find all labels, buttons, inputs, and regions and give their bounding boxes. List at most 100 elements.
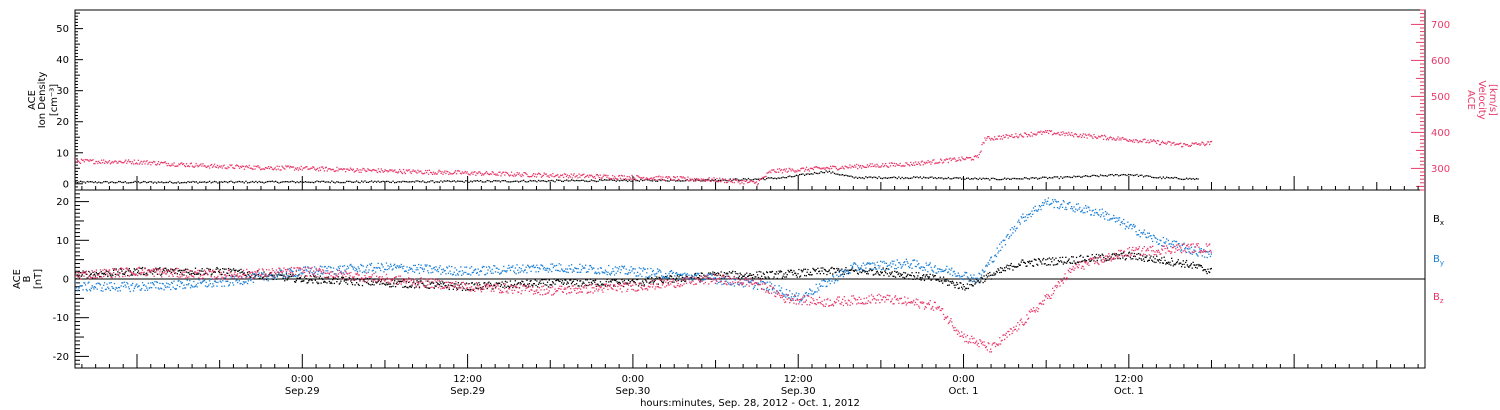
by-point — [397, 265, 399, 267]
by-point — [805, 292, 807, 294]
by-point — [656, 272, 658, 274]
bx-point — [983, 275, 985, 277]
bx-point — [1161, 262, 1164, 264]
density-point — [483, 181, 485, 183]
bx-point — [184, 268, 187, 270]
velocity-point — [699, 180, 702, 182]
velocity-point — [1156, 139, 1159, 142]
by-point — [351, 266, 354, 268]
velocity-point — [443, 171, 445, 173]
by-point — [999, 243, 1001, 245]
by-point — [1032, 207, 1035, 209]
by-point — [153, 284, 155, 286]
bx-point — [204, 272, 207, 274]
density-point — [1048, 176, 1050, 179]
bz-point — [97, 274, 99, 277]
bx-point — [299, 277, 301, 279]
velocity-point — [348, 169, 351, 171]
bx-point — [194, 267, 197, 269]
by-point — [127, 283, 129, 285]
bx-point — [533, 283, 535, 285]
velocity-point — [300, 165, 302, 168]
velocity-point — [1106, 137, 1109, 139]
by-point — [489, 270, 492, 272]
by-point — [971, 280, 974, 283]
by-point — [1076, 209, 1079, 211]
velocity-point — [990, 139, 992, 141]
bx-point — [299, 277, 302, 279]
velocity-point — [715, 181, 717, 183]
velocity-point — [847, 167, 849, 169]
bx-point — [1085, 260, 1088, 262]
bx-point — [981, 277, 983, 279]
velocity-point — [739, 183, 741, 185]
bx-point — [1109, 258, 1111, 260]
velocity-point — [1007, 137, 1009, 139]
bx-point — [796, 276, 798, 278]
bx-point — [1124, 259, 1126, 261]
velocity-point — [302, 167, 304, 169]
by-point — [1178, 243, 1180, 245]
bx-point — [560, 278, 562, 280]
density-point — [754, 178, 756, 180]
velocity-point — [264, 168, 266, 170]
velocity-point — [582, 174, 584, 176]
density-point — [180, 182, 183, 184]
by-point — [793, 296, 795, 298]
bx-point — [961, 286, 963, 288]
velocity-point — [336, 166, 338, 169]
bx-point — [186, 268, 188, 270]
density-point — [949, 178, 951, 180]
density-point — [410, 181, 412, 183]
by-point — [346, 268, 348, 270]
by-point — [134, 285, 136, 288]
bx-point — [410, 286, 412, 288]
bx-point — [994, 274, 996, 276]
density-point — [170, 181, 173, 184]
density-point — [807, 173, 809, 175]
bx-point — [570, 279, 572, 281]
bx-point — [1188, 266, 1190, 268]
by-point — [181, 282, 183, 284]
velocity-point — [917, 161, 920, 163]
by-point — [780, 287, 783, 289]
bx-point — [395, 283, 397, 285]
bx-point — [547, 286, 550, 288]
density-point — [608, 179, 611, 181]
bx-point — [166, 271, 168, 273]
by-point — [1166, 247, 1169, 249]
density-point — [1058, 177, 1060, 180]
bx-point — [765, 277, 767, 279]
bx-point — [492, 288, 494, 290]
bx-point — [785, 272, 787, 274]
bx-point — [75, 272, 77, 274]
bx-point — [889, 272, 891, 274]
by-point — [242, 281, 245, 283]
velocity-point — [785, 168, 787, 170]
by-point — [221, 285, 223, 287]
by-point — [570, 264, 573, 266]
by-point — [560, 264, 562, 266]
bx-point — [415, 286, 417, 288]
velocity-point — [370, 169, 372, 172]
bx-point — [1171, 260, 1174, 262]
bx-point — [95, 271, 97, 274]
density-point — [364, 180, 366, 182]
density-point — [972, 178, 974, 180]
by-point — [1192, 251, 1194, 254]
velocity-point — [1074, 133, 1076, 135]
bx-point — [920, 279, 922, 281]
bx-point — [1053, 259, 1055, 261]
velocity-point — [423, 173, 425, 175]
by-point — [1039, 206, 1041, 208]
velocity-point — [494, 173, 496, 175]
bx-point — [500, 284, 502, 286]
by-point — [948, 268, 950, 270]
velocity-point — [318, 170, 320, 172]
by-point — [416, 267, 418, 269]
density-point — [1180, 178, 1183, 180]
by-point — [370, 262, 373, 265]
velocity-point — [476, 172, 478, 174]
velocity-point — [241, 165, 244, 167]
density-point — [266, 181, 269, 183]
